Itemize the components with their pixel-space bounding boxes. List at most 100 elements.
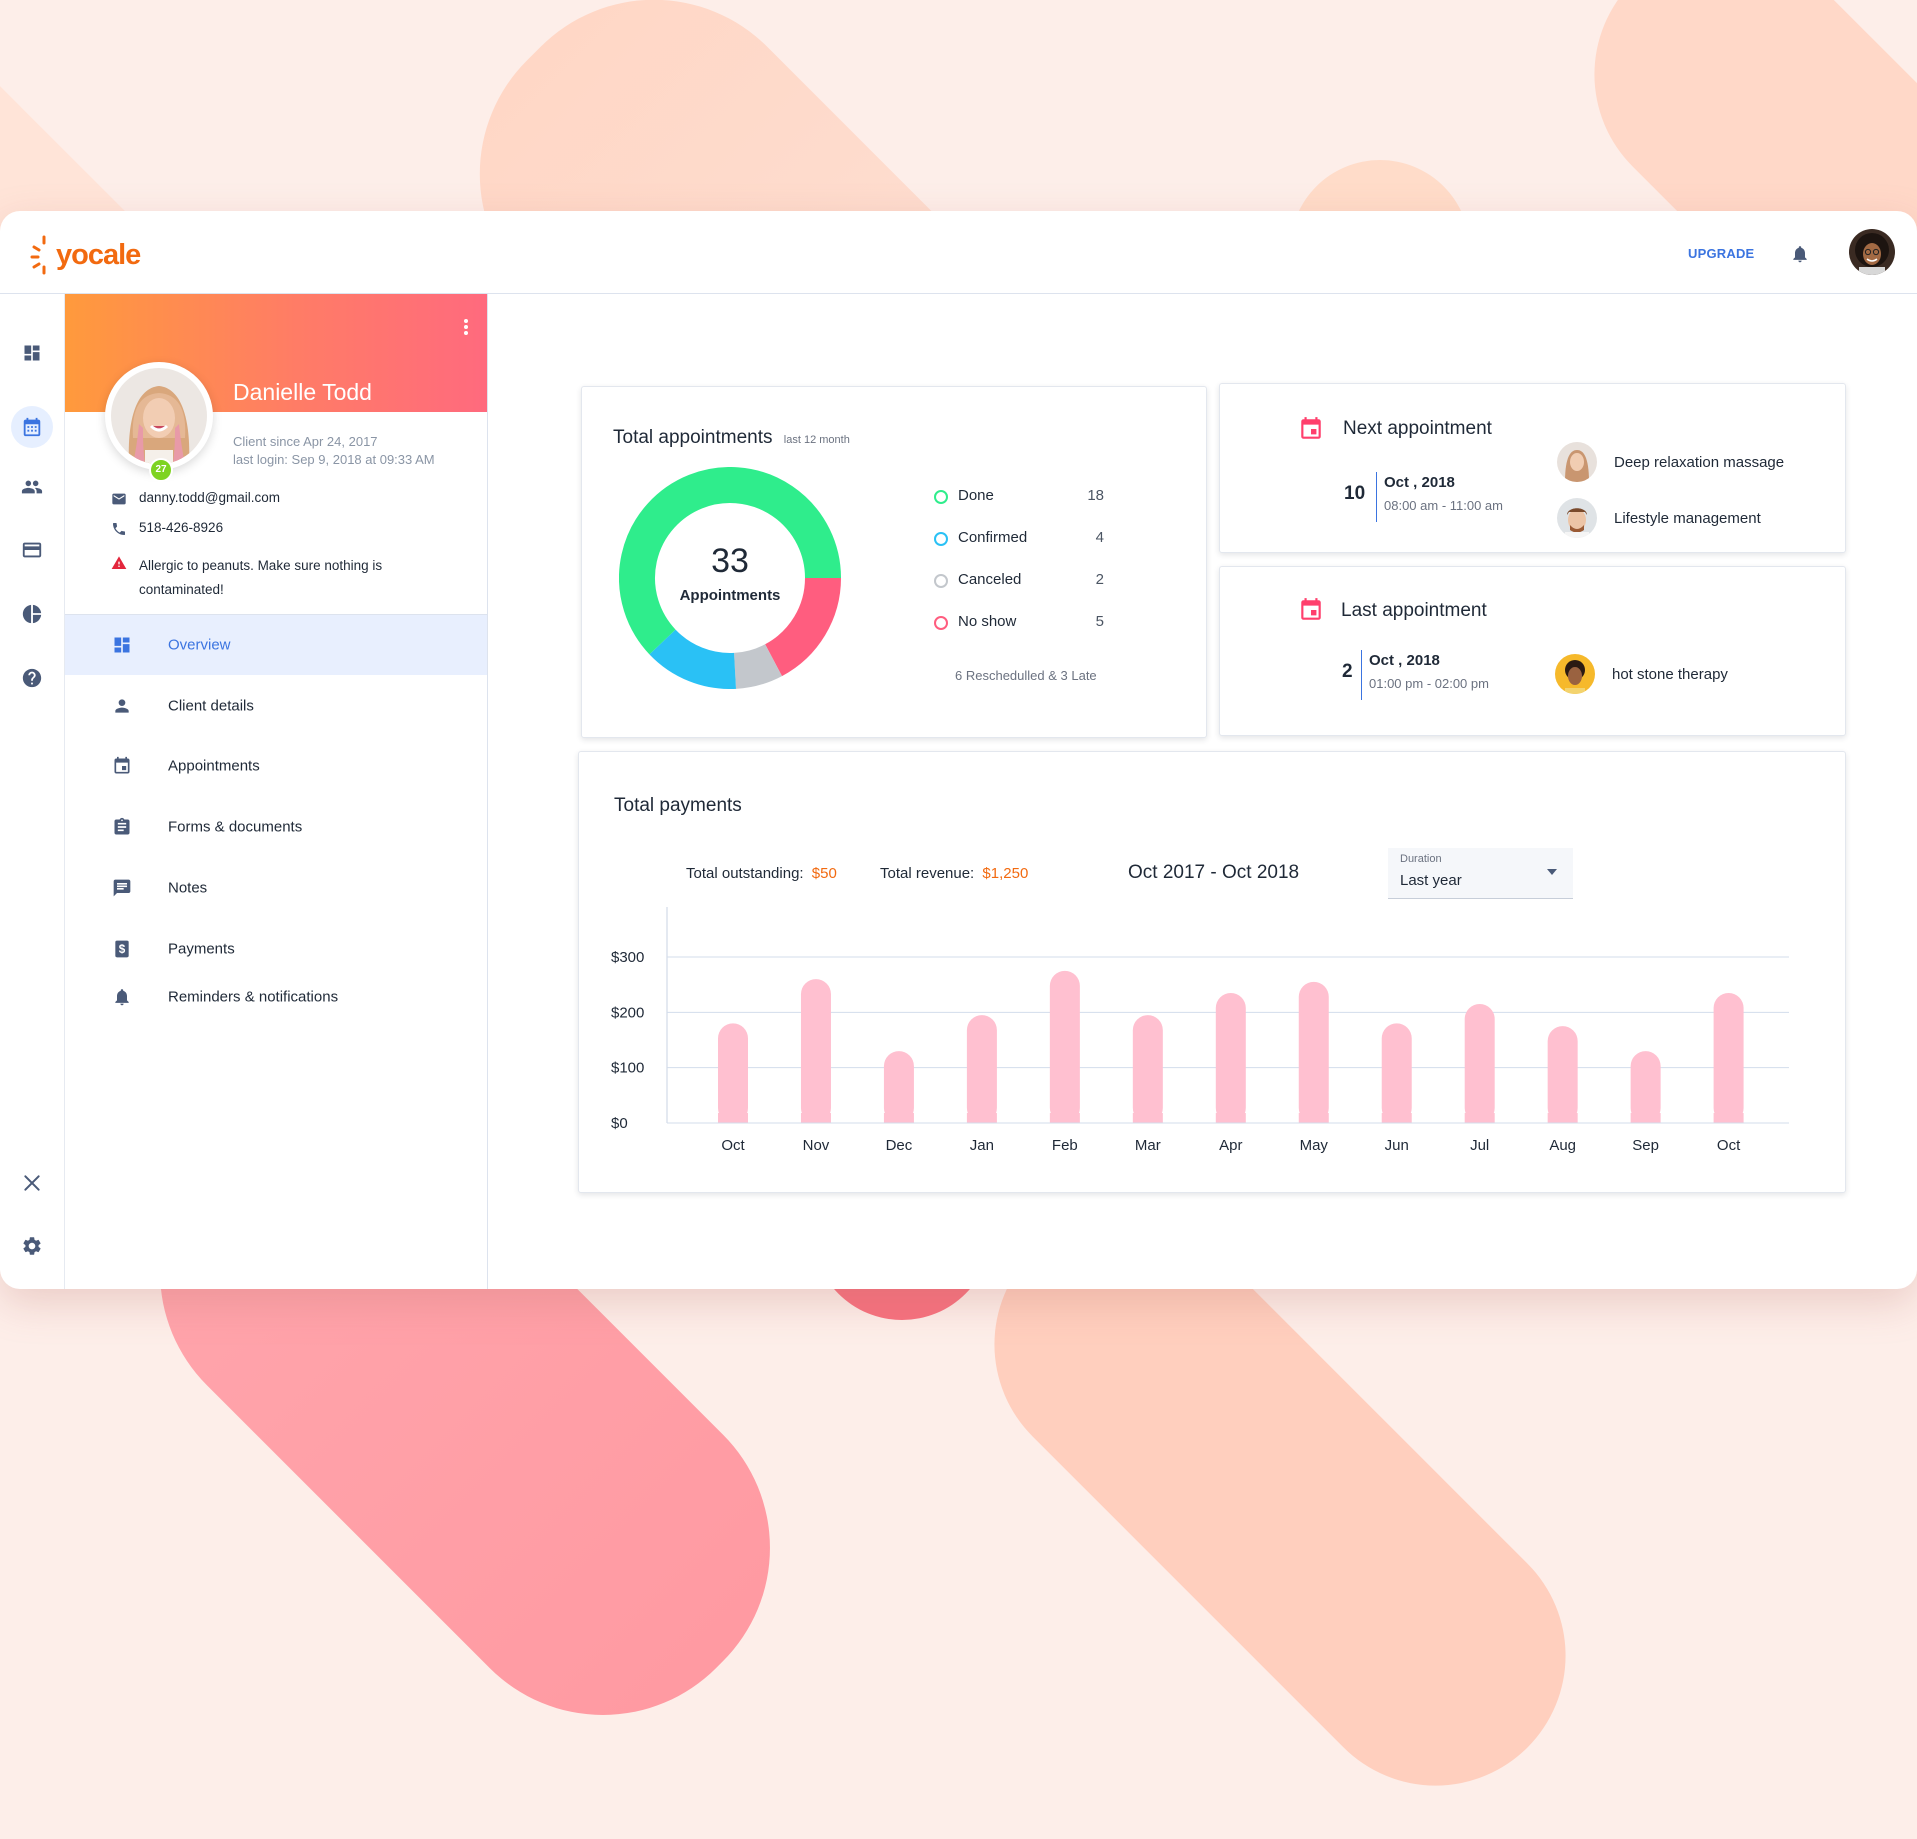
donut-slice-confirmed (649, 629, 737, 689)
people-icon[interactable] (19, 474, 45, 500)
total-revenue: Total revenue: $1,250 (880, 865, 1028, 882)
x-tick-label: Sep (1632, 1137, 1659, 1154)
bar-base (1298, 1113, 1329, 1123)
divider (65, 614, 487, 615)
brand-name: yocale (56, 238, 141, 271)
next-appointment-time: 08:00 am - 11:00 am (1384, 498, 1503, 513)
bar-base (966, 1113, 997, 1123)
nav-appointments[interactable]: Appointments (65, 736, 487, 796)
therapist-avatar (1557, 498, 1597, 538)
last-appointment-card: Last appointment 2 Oct , 2018 01:00 pm -… (1219, 566, 1846, 736)
last-login: last login: Sep 9, 2018 at 09:33 AM (233, 452, 435, 467)
legend-dot-no-show (934, 616, 948, 630)
calendar-icon[interactable] (19, 414, 45, 440)
payments-bar-chart: $0 $100 $200 $300 Oct Nov Dec Jan Feb Mar Apr May Ju… (611, 907, 1789, 1154)
next-appointment-card: Next appointment 10 Oct , 2018 08:00 am … (1219, 383, 1846, 553)
bar-oct[interactable] (1713, 992, 1744, 1123)
client-name: Danielle Todd (233, 379, 372, 405)
phone-icon (113, 523, 125, 535)
bar-feb[interactable] (1049, 970, 1080, 1123)
nav-overview[interactable]: Overview (65, 615, 487, 675)
x-tick-label: Dec (886, 1137, 913, 1154)
duration-label: Duration (1400, 853, 1442, 865)
bar-nov[interactable] (800, 979, 831, 1123)
bar-base (718, 1113, 748, 1123)
bar-jul[interactable] (1464, 1004, 1495, 1123)
phone-row[interactable]: 518-426-8926 (111, 520, 223, 537)
bar-jun[interactable] (1381, 1023, 1412, 1123)
total-payments-title: Total payments (614, 795, 742, 816)
service-item[interactable]: hot stone therapy (1555, 654, 1728, 694)
legend-done: Done 18 (934, 487, 1104, 507)
x-tick-label: Oct (721, 1137, 745, 1154)
dashboard-icon[interactable] (19, 340, 45, 366)
x-tick-label: Aug (1549, 1137, 1576, 1154)
help-icon[interactable] (19, 665, 45, 691)
user-avatar[interactable] (1849, 229, 1895, 275)
app-window: yocale UPGRADE (0, 211, 1917, 1289)
legend-dot-done (934, 490, 948, 504)
pie-chart-icon[interactable] (19, 601, 45, 627)
bar-jan[interactable] (966, 1015, 997, 1123)
legend-value: 5 (1095, 613, 1104, 630)
bar-sep[interactable] (1630, 1051, 1661, 1123)
brand-logo[interactable]: yocale (30, 233, 141, 277)
y-tick-label: $0 (611, 1115, 628, 1132)
event-icon (1301, 598, 1321, 620)
settings-gear-icon[interactable] (19, 1233, 45, 1259)
upgrade-button[interactable]: UPGRADE (1688, 246, 1755, 261)
nav-label: Notes (168, 879, 208, 897)
revenue-label: Total revenue: (880, 865, 975, 882)
bar-apr[interactable] (1215, 992, 1246, 1123)
x-tick-label: Jun (1385, 1137, 1409, 1154)
bar-base (1215, 1113, 1246, 1123)
bar-base (1464, 1113, 1495, 1123)
service-item[interactable]: Deep relaxation massage (1557, 442, 1784, 482)
alert-text-line2: contaminated! (139, 582, 224, 597)
nav-forms-documents[interactable]: Forms & documents (65, 797, 487, 857)
credit-card-icon[interactable] (19, 537, 45, 563)
nav-client-details[interactable]: Client details (65, 676, 487, 736)
dollar-icon: $ (111, 938, 133, 960)
more-vert-icon[interactable] (463, 318, 469, 336)
nav-label: Reminders & notifications (168, 988, 339, 1006)
bell-icon[interactable] (1790, 243, 1810, 265)
legend-dot-confirmed (934, 532, 948, 546)
duration-select[interactable]: Duration Last year (1388, 848, 1573, 899)
legend-canceled: Canceled 2 (934, 571, 1104, 591)
svg-text:$: $ (119, 943, 126, 956)
bar-mar[interactable] (1132, 1015, 1163, 1123)
bar-oct[interactable] (718, 1023, 748, 1123)
nav-label: Client details (168, 697, 254, 715)
nav-notes[interactable]: Notes (65, 858, 487, 918)
bar-base (883, 1113, 914, 1123)
last-appointment-title: Last appointment (1341, 600, 1487, 621)
service-name: Deep relaxation massage (1614, 453, 1785, 471)
x-tick-label: Apr (1219, 1137, 1242, 1154)
nav-label: Payments (168, 940, 235, 958)
next-appointment-month: Oct , 2018 (1384, 474, 1455, 491)
dropdown-arrow-icon (1547, 869, 1557, 875)
x-tick-label: Nov (803, 1137, 830, 1154)
email-row[interactable]: danny.todd@gmail.com (111, 490, 280, 507)
last-appointment-day: 2 (1342, 661, 1353, 682)
nav-payments[interactable]: $ Payments (65, 919, 487, 979)
bar-aug[interactable] (1547, 1026, 1578, 1123)
legend-dot-canceled (934, 574, 948, 588)
nav-reminders-notifications[interactable]: Reminders & notifications (65, 967, 487, 1027)
tools-icon[interactable] (19, 1170, 45, 1196)
bar-dec[interactable] (883, 1051, 914, 1123)
therapist-avatar (1557, 442, 1597, 482)
bar-may[interactable] (1298, 981, 1329, 1123)
dashboard-icon (111, 634, 133, 656)
service-item[interactable]: Lifestyle management (1557, 498, 1761, 538)
calendar-icon (111, 755, 133, 777)
nav-label: Forms & documents (168, 818, 303, 836)
icon-rail (0, 294, 65, 1289)
legend-label: No show (958, 613, 1017, 630)
donut-slice-no-show (764, 577, 841, 677)
age-badge: 27 (149, 458, 173, 482)
reschedule-footnote: 6 Reschedulled & 3 Late (955, 668, 1097, 683)
appointments-total: 33 (711, 542, 749, 580)
legend-confirmed: Confirmed 4 (934, 529, 1104, 549)
